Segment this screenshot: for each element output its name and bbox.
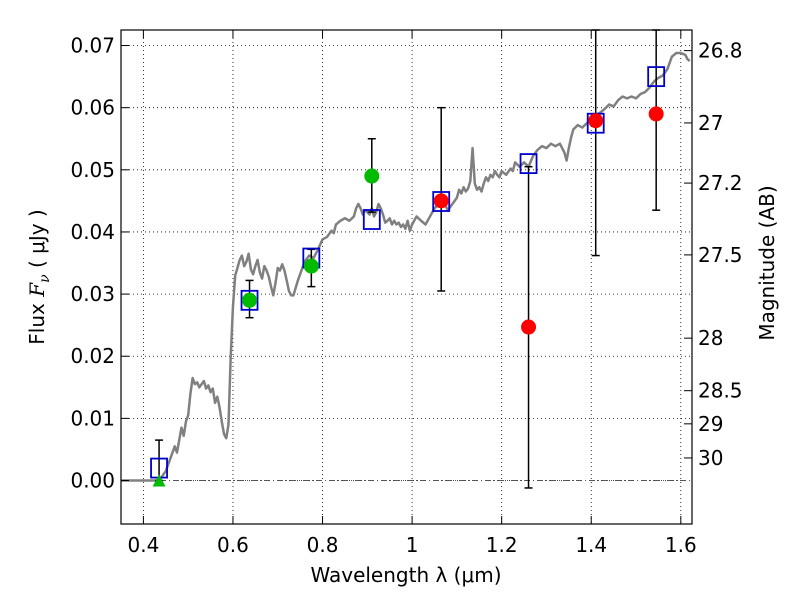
observed-flux-point bbox=[648, 106, 664, 122]
observed-flux-point bbox=[521, 319, 537, 335]
y-tick-label: 0.03 bbox=[70, 282, 115, 306]
x-tick-label: 1.2 bbox=[486, 533, 518, 557]
y-tick-label: 0.04 bbox=[70, 220, 115, 244]
y2-tick-label: 27 bbox=[698, 111, 723, 135]
observed-flux-point bbox=[364, 168, 380, 184]
x-tick-label: 0.8 bbox=[307, 533, 339, 557]
y-axis-label: Flux Fν ( μJy ) bbox=[25, 209, 53, 344]
y2-tick-label: 26.8 bbox=[698, 39, 743, 63]
x-tick-label: 0.4 bbox=[127, 533, 159, 557]
x-tick-label: 1 bbox=[406, 533, 419, 557]
y-tick-label: 0.07 bbox=[70, 34, 115, 58]
observed-points bbox=[152, 106, 664, 487]
y-axis-label-unit: ( μJy ) bbox=[25, 209, 49, 274]
y2-tick-label: 27.5 bbox=[698, 243, 743, 267]
observed-flux-point bbox=[303, 258, 319, 274]
y-axis-label-prefix: Flux bbox=[25, 297, 49, 345]
y-tick-label: 0.02 bbox=[70, 344, 115, 368]
model-sed-series bbox=[121, 51, 691, 482]
model-band-marker bbox=[647, 66, 666, 88]
y2-tick-label: 29 bbox=[698, 412, 723, 436]
observed-flux-point bbox=[588, 113, 604, 129]
axis-ticks bbox=[121, 30, 692, 524]
y-axis-label-subscript: ν bbox=[37, 274, 53, 283]
model-sed-line bbox=[121, 51, 691, 482]
model-band-marker bbox=[432, 191, 451, 212]
observed-flux-point bbox=[433, 193, 449, 209]
x-tick-label: 1.4 bbox=[575, 533, 607, 557]
upper-limit-marker bbox=[152, 474, 166, 487]
y-tick-label: 0.05 bbox=[70, 158, 115, 182]
model-band-marker bbox=[519, 153, 538, 174]
y2-tick-label: 27.2 bbox=[698, 171, 743, 195]
tick-labels: 0.4 0.6 0.8 1 1.2 1.4 1.6 0.00 0.01 0.02 0.03 0.04 0… bbox=[70, 34, 742, 557]
observed-flux-point bbox=[242, 292, 258, 308]
plot-frame bbox=[120, 29, 693, 525]
y-tick-label: 0.06 bbox=[70, 96, 115, 120]
y2-tick-label: 28.5 bbox=[698, 379, 743, 403]
y-tick-label: 0.00 bbox=[70, 469, 115, 493]
y2-tick-label: 30 bbox=[698, 446, 723, 470]
x-tick-label: 1.6 bbox=[665, 533, 697, 557]
model-band-marker bbox=[362, 209, 381, 230]
y-tick-label: 0.01 bbox=[70, 406, 115, 430]
x-tick-label: 0.6 bbox=[217, 533, 249, 557]
y-axis-label-symbol: F bbox=[25, 282, 49, 298]
model-band-marker bbox=[240, 289, 259, 311]
x-axis-label: Wavelength λ (μm) bbox=[310, 563, 501, 587]
y2-axis-label: Magnitude (AB) bbox=[755, 185, 779, 340]
y2-tick-label: 28 bbox=[698, 326, 723, 350]
